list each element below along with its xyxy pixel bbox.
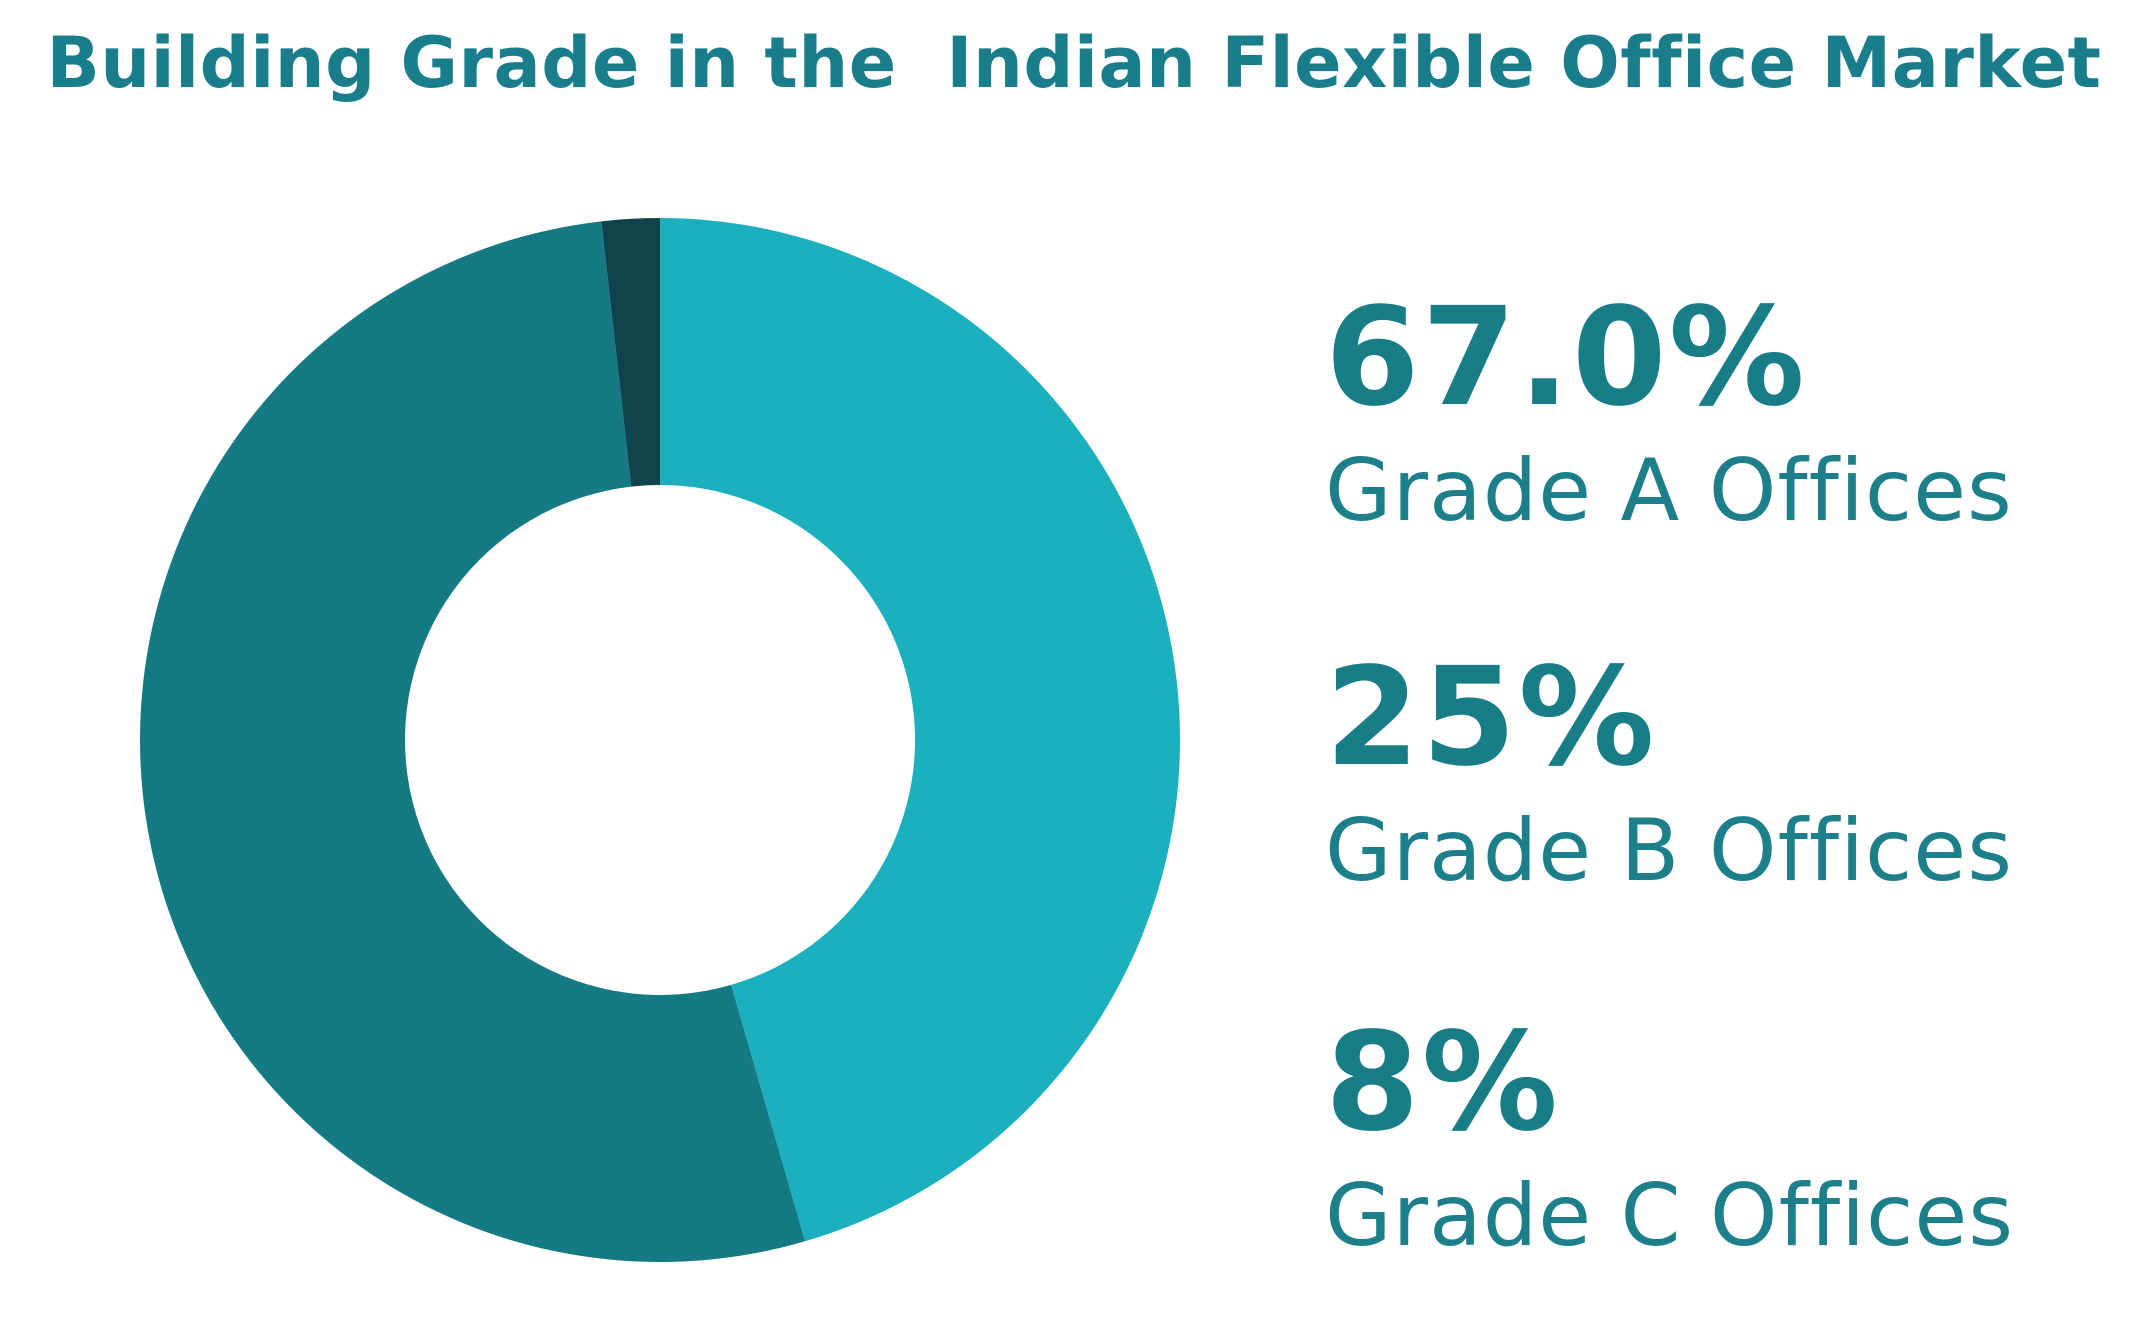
legend-label-grade-c: Grade C Offices [1325, 1166, 2015, 1266]
legend-item-grade-b: 25% Grade B Offices [1325, 650, 2013, 894]
legend-label-grade-b: Grade B Offices [1325, 801, 2014, 901]
legend-value-grade-a: 67.0% [1325, 279, 1807, 437]
legend-value-grade-c: 8% [1325, 1004, 1560, 1162]
donut-slice-grade-b [140, 221, 806, 1262]
donut-slice-grade-a [660, 218, 1180, 1242]
donut-chart [140, 218, 1180, 1262]
donut-slice-grade-c [601, 218, 660, 487]
legend-item-grade-a: 67.0% Grade A Offices [1325, 290, 2013, 534]
legend-value-grade-b: 25% [1325, 639, 1657, 797]
legend-label-grade-a: Grade A Offices [1325, 441, 2013, 541]
chart-title: Building Grade in the Indian Flexible Of… [46, 22, 2102, 104]
donut-slices [140, 218, 1180, 1262]
legend-item-grade-c: 8% Grade C Offices [1325, 1015, 2014, 1259]
